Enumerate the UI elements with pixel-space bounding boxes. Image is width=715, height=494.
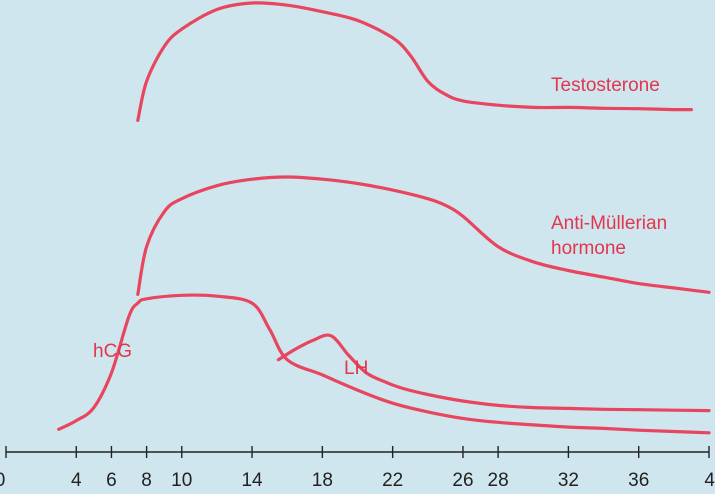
series-line-testosterone xyxy=(136,1,693,122)
series-label-hcg: hCG xyxy=(93,341,132,362)
x-tick-label-4: 4 xyxy=(71,470,82,491)
series-line-lh xyxy=(276,333,711,413)
x-tick-label-28: 28 xyxy=(488,470,509,491)
x-tick-label-18: 18 xyxy=(312,470,333,491)
x-tick-label-22: 22 xyxy=(382,470,403,491)
series-curves xyxy=(57,1,711,435)
x-tick-label-6: 6 xyxy=(106,470,117,491)
series-line-hcg xyxy=(57,293,711,435)
x-tick-label-0: 0 xyxy=(0,470,5,491)
series-labels: Testosterone Anti-Müllerian hormone hCG LH xyxy=(93,75,667,379)
x-tick-label-10: 10 xyxy=(171,470,192,491)
series-line-anti-mullerian-hormone xyxy=(136,175,711,296)
x-tick-label-32: 32 xyxy=(558,470,579,491)
series-label-anti-mullerian-hormone: Anti-Müllerian hormone xyxy=(551,213,667,259)
x-tick-label-36: 36 xyxy=(628,470,649,491)
x-axis-ticks: 0 4 6 8 10 14 18 22 26 28 32 36 40 xyxy=(0,446,715,491)
series-label-testosterone: Testosterone xyxy=(551,75,660,96)
x-tick-label-8: 8 xyxy=(141,470,152,491)
series-label-lh: LH xyxy=(344,358,368,379)
x-tick-label-14: 14 xyxy=(241,470,263,491)
x-tick-label-26: 26 xyxy=(452,470,473,491)
x-tick-label-40: 40 xyxy=(704,470,715,491)
